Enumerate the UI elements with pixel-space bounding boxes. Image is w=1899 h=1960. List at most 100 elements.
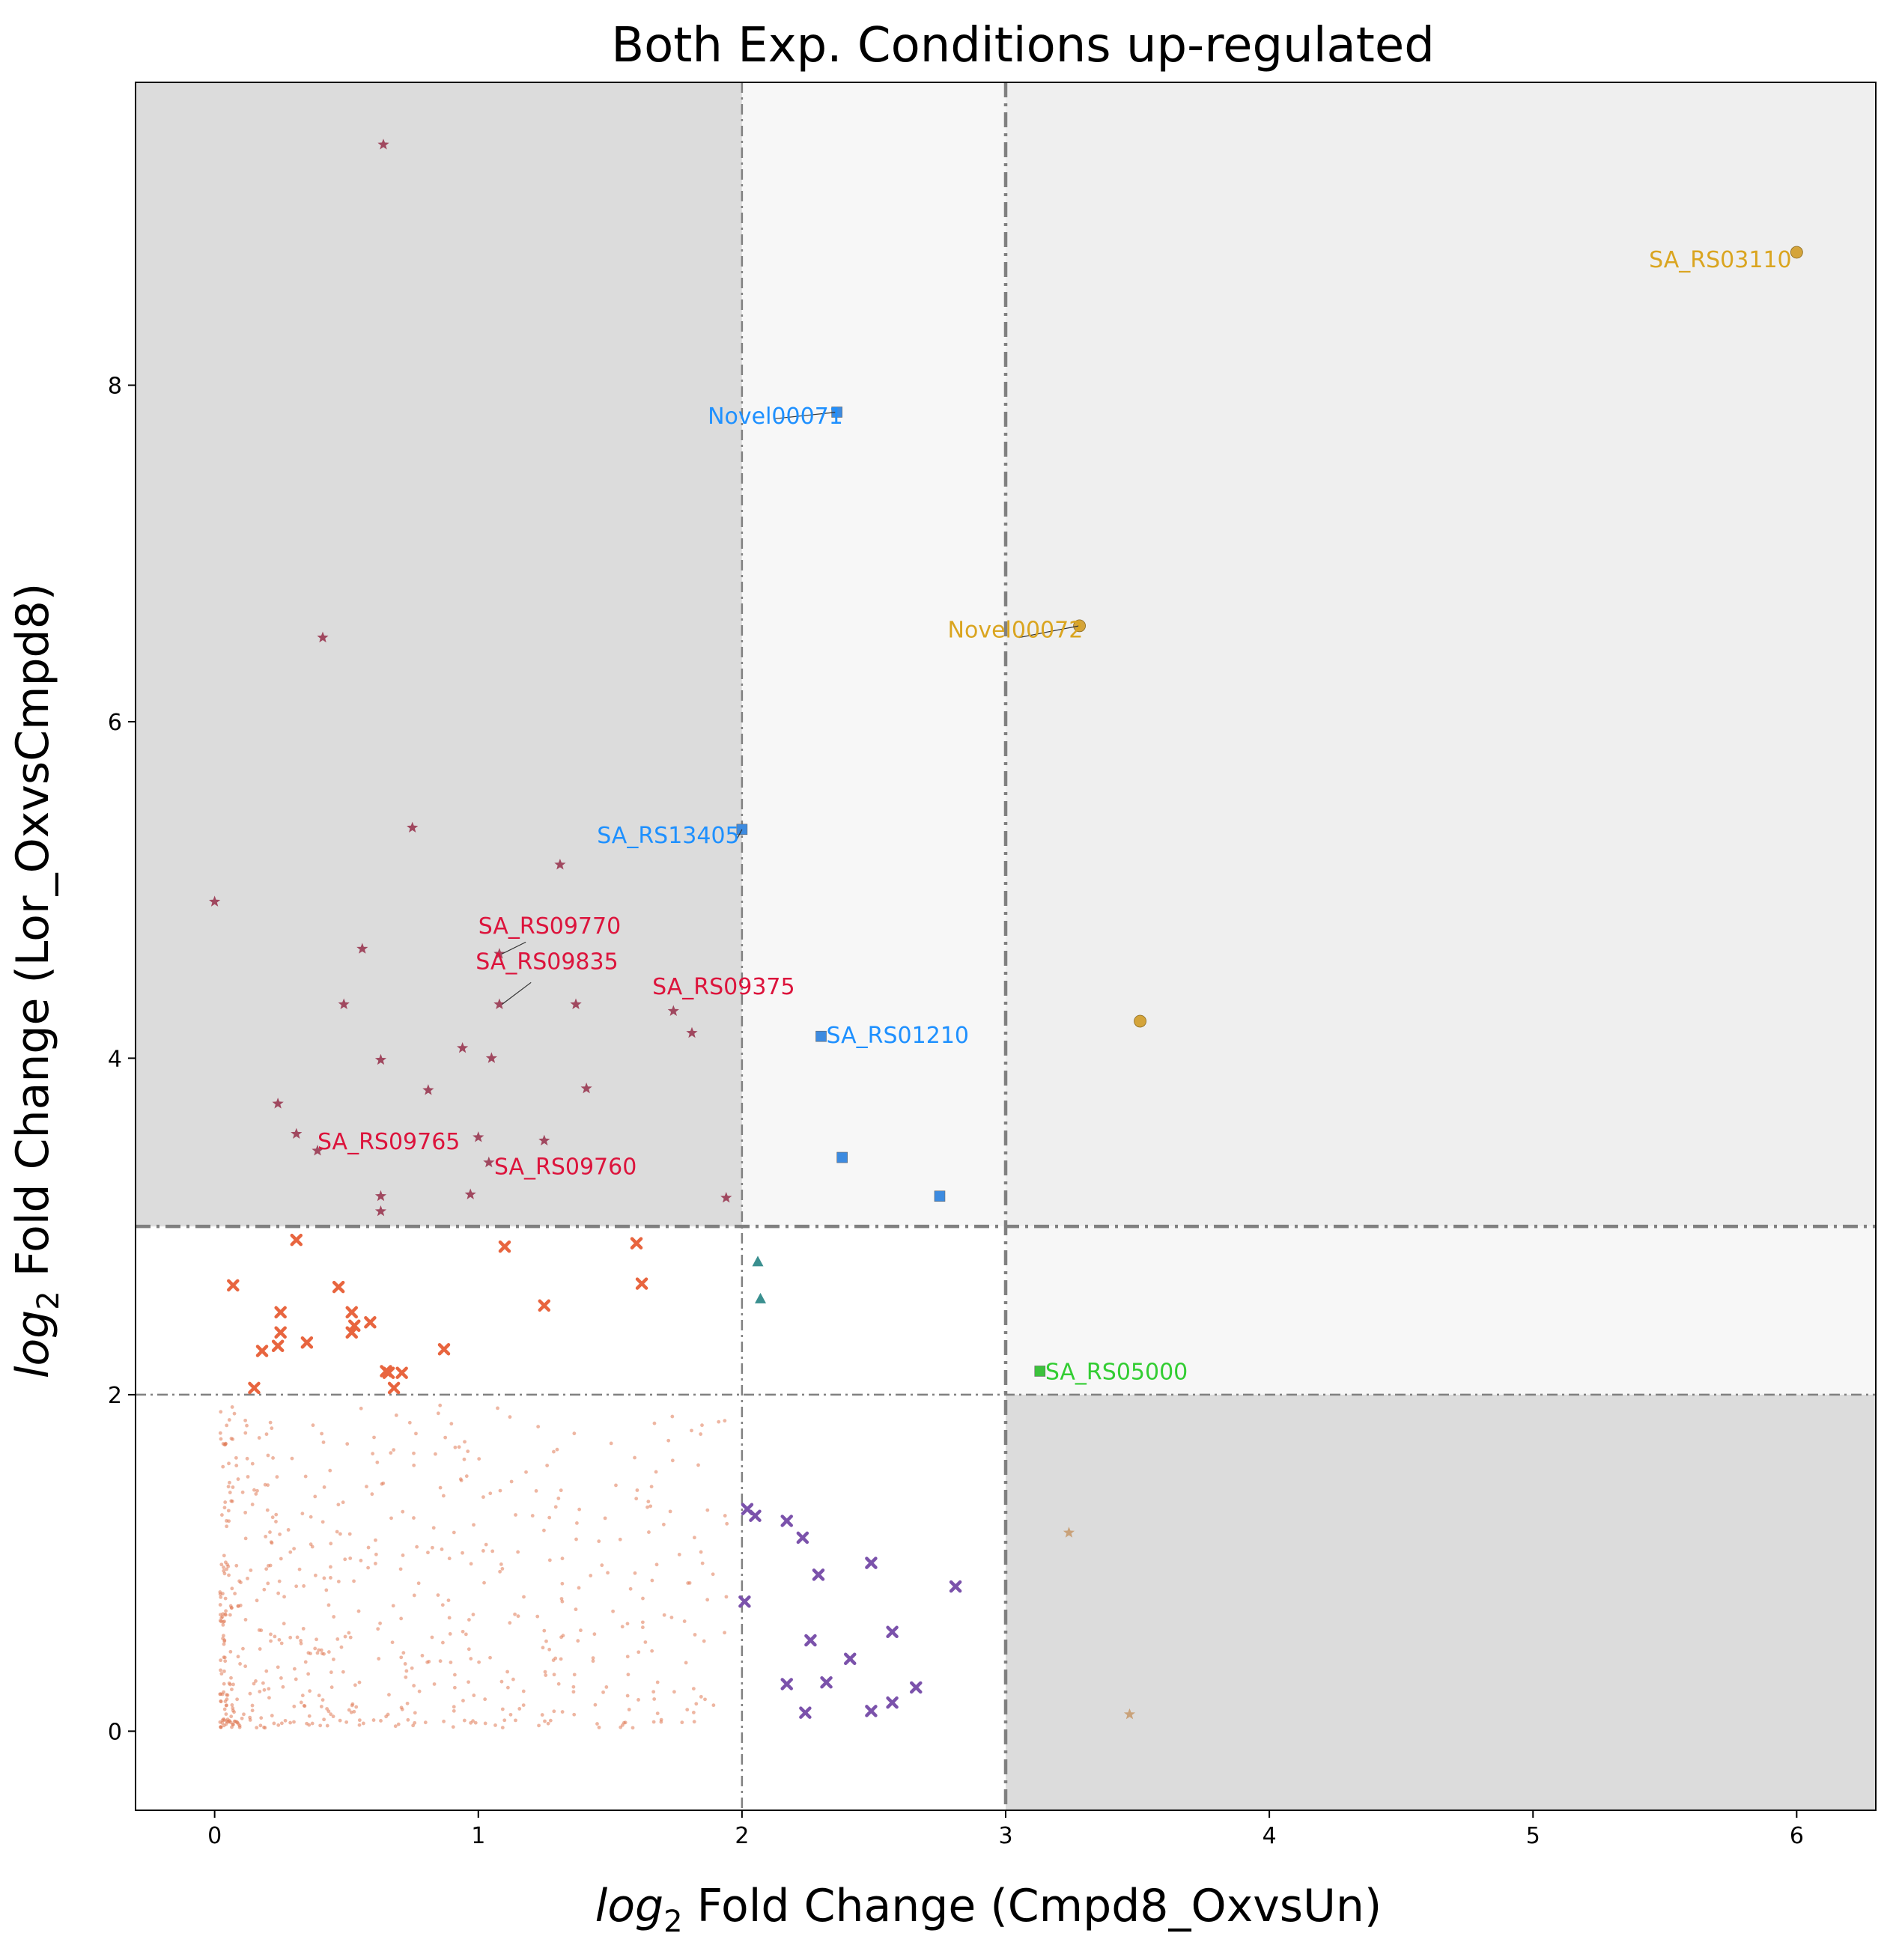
background-dot xyxy=(219,1410,223,1414)
background-dot xyxy=(530,1514,535,1518)
background-dot xyxy=(236,1604,240,1608)
background-dot xyxy=(399,1655,404,1660)
background-dot xyxy=(481,1549,485,1553)
region-upper-middle xyxy=(741,82,1006,1227)
background-dot xyxy=(324,1588,329,1592)
background-dot xyxy=(234,1464,239,1467)
background-dot xyxy=(353,1683,357,1687)
background-dot xyxy=(625,1655,630,1659)
background-dot xyxy=(352,1579,356,1583)
background-dot xyxy=(440,1640,445,1645)
background-dot xyxy=(469,1657,473,1661)
background-dot xyxy=(299,1639,303,1643)
background-dot xyxy=(241,1646,245,1651)
background-dot xyxy=(258,1723,263,1728)
background-dot xyxy=(218,1431,222,1435)
background-dot xyxy=(365,1485,368,1489)
background-dot xyxy=(225,1693,229,1697)
background-dot xyxy=(221,1637,225,1641)
background-dot xyxy=(343,1634,347,1639)
background-dot xyxy=(243,1431,248,1435)
region-lower-right xyxy=(1006,1394,1876,1810)
background-dot xyxy=(250,1708,255,1713)
x-marker xyxy=(630,1237,643,1250)
background-dot xyxy=(326,1709,331,1714)
region-upper-right xyxy=(1006,82,1876,1227)
x-marker xyxy=(738,1595,751,1608)
circle-marker xyxy=(1134,1014,1146,1028)
background-dot xyxy=(438,1659,443,1664)
background-dot xyxy=(264,1432,269,1437)
background-dot xyxy=(611,1609,615,1613)
x-marker xyxy=(290,1233,303,1247)
background-dot xyxy=(270,1515,275,1520)
background-dot xyxy=(514,1718,517,1723)
background-dot xyxy=(243,1664,248,1669)
x-marker xyxy=(780,1515,793,1527)
background-dot xyxy=(230,1687,234,1691)
x-marker xyxy=(300,1336,314,1349)
background-dot xyxy=(431,1526,436,1530)
background-dot xyxy=(262,1587,267,1592)
background-dot xyxy=(412,1684,416,1687)
background-dot xyxy=(228,1491,232,1494)
background-dot xyxy=(332,1658,335,1661)
background-dot xyxy=(552,1709,556,1714)
background-dot xyxy=(400,1707,404,1711)
background-dot xyxy=(252,1681,256,1686)
y-tick-label: 4 xyxy=(108,1046,122,1072)
background-dot xyxy=(537,1723,541,1728)
background-dot xyxy=(471,1613,475,1616)
background-dot xyxy=(265,1508,270,1512)
background-dot xyxy=(329,1541,333,1546)
background-dot xyxy=(236,1477,240,1482)
triangle-marker xyxy=(752,1256,764,1267)
background-dot xyxy=(447,1616,452,1620)
background-dot xyxy=(235,1697,240,1702)
background-dot xyxy=(218,1603,222,1607)
x-marker xyxy=(886,1696,899,1709)
background-dot xyxy=(308,1689,312,1693)
background-dot xyxy=(222,1655,226,1660)
background-dot xyxy=(315,1651,320,1655)
background-dot xyxy=(483,1721,487,1726)
x-marker xyxy=(865,1556,878,1569)
annotation-label: SA_RS09760 xyxy=(494,1154,636,1181)
background-dot xyxy=(401,1509,405,1514)
background-dot xyxy=(650,1649,654,1653)
background-dot xyxy=(245,1456,249,1461)
background-dot xyxy=(574,1521,579,1525)
background-dot xyxy=(652,1697,657,1701)
background-dot xyxy=(300,1693,305,1698)
background-dot xyxy=(559,1488,563,1493)
background-dot xyxy=(592,1632,597,1637)
background-dot xyxy=(559,1657,563,1661)
background-dot xyxy=(221,1442,225,1446)
star-marker xyxy=(554,859,566,870)
background-dots xyxy=(218,1403,729,1730)
star-marker xyxy=(493,948,505,959)
background-dot xyxy=(310,1544,315,1549)
background-dot xyxy=(219,1595,223,1599)
background-dot xyxy=(500,1567,505,1571)
background-dot xyxy=(234,1563,239,1568)
y-tick-label: 0 xyxy=(108,1719,122,1745)
background-dot xyxy=(313,1646,317,1651)
background-dot xyxy=(396,1722,401,1726)
background-dot xyxy=(481,1495,485,1500)
background-dot xyxy=(227,1719,231,1723)
background-dot xyxy=(700,1423,704,1428)
background-dot xyxy=(694,1702,699,1706)
background-dot xyxy=(232,1411,237,1416)
background-dot xyxy=(277,1637,282,1642)
background-dot xyxy=(222,1723,226,1728)
background-dot xyxy=(268,1563,273,1568)
background-dot xyxy=(438,1485,443,1490)
circle-marker xyxy=(1790,246,1803,259)
background-dot xyxy=(693,1536,696,1540)
background-dot xyxy=(249,1568,253,1572)
background-dot xyxy=(222,1717,226,1721)
background-dot xyxy=(320,1431,323,1436)
star-marker xyxy=(377,139,389,150)
